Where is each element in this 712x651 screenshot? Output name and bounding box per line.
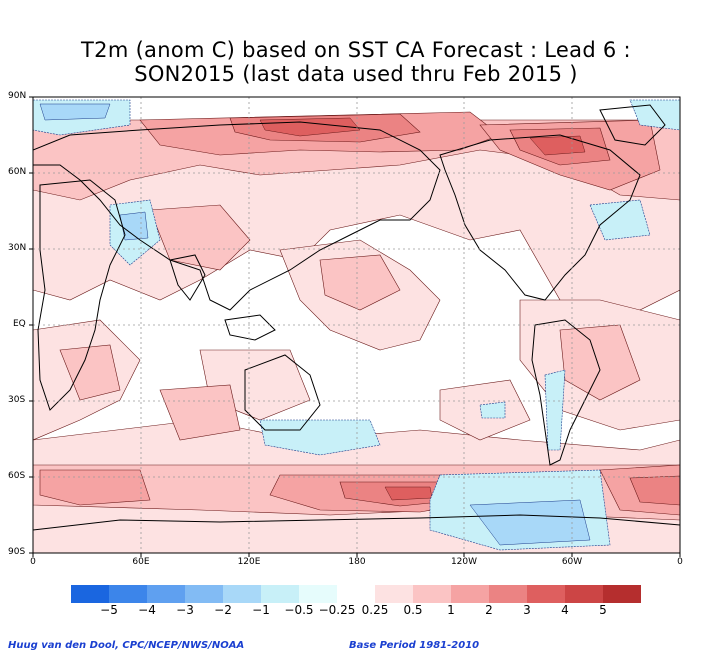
lat-label-90n: 90N bbox=[8, 91, 27, 101]
legend-swatch bbox=[299, 585, 337, 603]
tick-marks bbox=[29, 96, 681, 557]
lat-label-30s: 30S bbox=[8, 395, 26, 405]
legend-tick-label: −0.5 bbox=[284, 603, 314, 617]
lat-label-60n: 60N bbox=[8, 167, 27, 177]
legend-tick-label: −4 bbox=[138, 603, 156, 617]
legend-tick-label: 5 bbox=[599, 603, 607, 617]
legend-swatch bbox=[565, 585, 603, 603]
legend-tick-label: 0.5 bbox=[403, 603, 423, 617]
legend-swatch bbox=[109, 585, 147, 603]
legend-swatch bbox=[337, 585, 375, 603]
lat-label-eq: EQ bbox=[13, 319, 26, 329]
legend-tick-label: −0.25 bbox=[318, 603, 356, 617]
legend-swatch bbox=[451, 585, 489, 603]
color-legend-bar bbox=[71, 585, 641, 603]
legend-tick-label: −5 bbox=[100, 603, 118, 617]
coastlines bbox=[33, 104, 680, 531]
legend-swatch bbox=[489, 585, 527, 603]
legend-swatch bbox=[223, 585, 261, 603]
lon-label-120e: 120E bbox=[237, 557, 261, 567]
lat-label-30n: 30N bbox=[8, 243, 27, 253]
lon-label-180: 180 bbox=[348, 557, 366, 567]
legend-swatch bbox=[185, 585, 223, 603]
lon-label-60e: 60E bbox=[132, 557, 150, 567]
legend-swatch bbox=[261, 585, 299, 603]
legend-tick-label: 1 bbox=[447, 603, 455, 617]
credit-base-period: Base Period 1981-2010 bbox=[349, 640, 480, 651]
legend-swatch bbox=[603, 585, 641, 603]
lat-label-60s: 60S bbox=[8, 471, 26, 481]
legend-tick-label: 0.25 bbox=[361, 603, 389, 617]
lon-label-60w: 60W bbox=[561, 557, 583, 567]
chart-title-line2: SON2015 (last data used thru Feb 2015 ) bbox=[134, 62, 578, 86]
lon-label-0-east: 0 bbox=[677, 557, 683, 567]
legend-tick-label: 4 bbox=[561, 603, 569, 617]
credit-author: Huug van den Dool, CPC/NCEP/NWS/NOAA bbox=[8, 640, 245, 651]
legend-tick-label: −1 bbox=[252, 603, 270, 617]
legend-tick-label: 2 bbox=[485, 603, 493, 617]
lon-label-120w: 120W bbox=[450, 557, 478, 567]
anomaly-fill-strong-cool bbox=[39, 103, 591, 546]
legend-swatch bbox=[147, 585, 185, 603]
legend-swatch bbox=[527, 585, 565, 603]
legend-swatch bbox=[71, 585, 109, 603]
map-gridlines bbox=[33, 97, 680, 553]
lat-label-90s: 90S bbox=[8, 547, 26, 557]
legend-tick-label: −2 bbox=[214, 603, 232, 617]
legend-swatch bbox=[413, 585, 451, 603]
lon-label-0: 0 bbox=[30, 557, 36, 567]
legend-tick-label: 3 bbox=[523, 603, 531, 617]
legend-tick-label: −3 bbox=[176, 603, 194, 617]
legend-swatch bbox=[375, 585, 413, 603]
chart-title-line1: T2m (anom C) based on SST CA Forecast : … bbox=[81, 38, 631, 62]
